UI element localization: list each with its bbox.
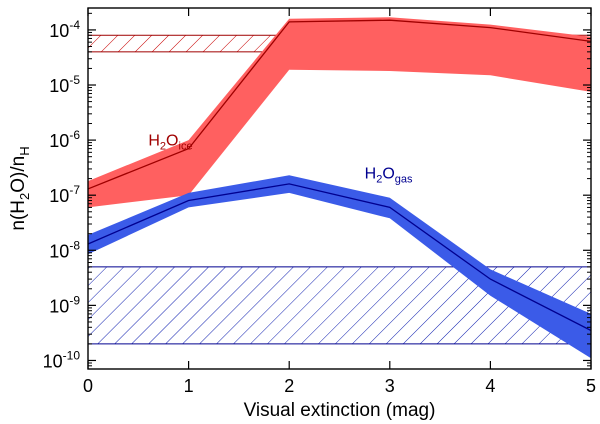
tick-marks: [87, 8, 592, 369]
plot-frame: [87, 7, 592, 370]
x-tick-label-1: 1: [184, 376, 194, 396]
y-tick-label: 10-8: [49, 238, 80, 261]
x-tick-label-2: 2: [284, 376, 294, 396]
series-line-1: [88, 183, 591, 332]
y-tick-label: 10-10: [43, 348, 81, 371]
y-tick-label: 10-5: [49, 73, 80, 96]
plot-area: [88, 17, 591, 359]
x-tick-label-4: 4: [485, 376, 495, 396]
y-axis-label: n(H2O)/nH: [8, 146, 32, 230]
y-tick-label: 10-6: [49, 128, 80, 151]
y-tick-label: 10-9: [49, 293, 80, 316]
x-axis-label: Visual extinction (mag): [244, 400, 436, 421]
tick-labels: 0 1 2 3 4 5 10-10 10-9 10-8 10-7 10-6 10-5 10-4: [43, 18, 596, 396]
series-line-0: [88, 19, 591, 190]
series-label-0: H2Oice: [148, 132, 192, 152]
series-label-1: H2Ogas: [365, 166, 413, 186]
x-tick-label-0: 0: [83, 376, 93, 396]
y-tick-label: 10-4: [49, 18, 80, 41]
x-tick-label-3: 3: [385, 376, 395, 396]
x-tick-label-5: 5: [586, 376, 596, 396]
uncertainty-band-0: [88, 17, 591, 208]
y-tick-label: 10-7: [49, 183, 80, 206]
